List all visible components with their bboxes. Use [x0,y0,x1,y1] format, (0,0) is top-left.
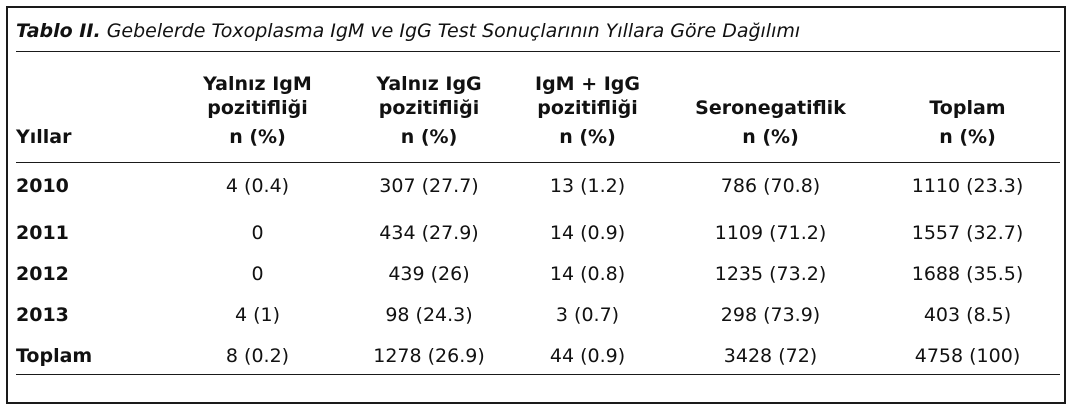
cell-igm-only: 0 [251,262,264,285]
header-total: Toplam [929,97,1006,119]
cell-igg-only: 434 (27.9) [379,221,479,244]
cell-seronegative: 298 (73.9) [720,303,821,326]
cell-total: 403 (8.5) [923,303,1012,326]
table-row: 2013 4 (1) 98 (24.3) 3 (0.7) 298 (73.9) … [16,294,1060,335]
row-year: Toplam [16,344,93,367]
header-igm-only: Yalnız IgM pozitifliği [203,73,312,119]
header-rule [16,162,1060,163]
cell-seronegative: 1235 (73.2) [714,262,827,285]
header-igm-igg: IgM + IgG pozitifliği [535,73,640,119]
row-year: 2013 [16,303,69,326]
cell-igg-only: 1278 (26.9) [373,344,485,367]
cell-igm-only: 4 (0.4) [225,175,290,197]
header-seronegative: Seronegatiflik [695,97,846,119]
cell-igg-only: 307 (27.7) [379,175,479,197]
unit-igm-only: n (%) [229,126,286,148]
cell-seronegative: 3428 (72) [723,344,818,367]
results-table: Yalnız IgM pozitifliği Yalnız IgG poziti… [16,58,1060,376]
unit-igm-igg: n (%) [559,126,616,148]
unit-total: n (%) [939,126,996,148]
cell-igm-only: 0 [251,221,264,244]
bottom-rule [16,374,1060,375]
top-rule [16,51,1060,52]
table-row-total: Toplam 8 (0.2) 1278 (26.9) 44 (0.9) 3428… [16,335,1060,376]
cell-igm-only: 4 (1) [234,303,281,326]
cell-igm-igg: 14 (0.9) [549,221,626,244]
cell-total: 1688 (35.5) [911,262,1024,285]
cell-seronegative: 1109 (71.2) [714,221,827,244]
years-header-spacer [16,58,166,120]
table-row: 2012 0 439 (26) 14 (0.8) 1235 (73.2) 168… [16,253,1060,294]
caption-lead: Tablo II. [16,20,101,42]
row-year: 2012 [16,262,69,285]
header-row-units: Yıllar n (%) n (%) n (%) n (%) n (%) [16,120,1060,154]
cell-igm-igg: 14 (0.8) [549,262,626,285]
table-row: 2010 4 (0.4) 307 (27.7) 13 (1.2) 786 (70… [16,154,1060,212]
unit-seronegative: n (%) [742,126,799,148]
caption-text: Gebelerde Toxoplasma IgM ve IgG Test Son… [100,20,801,42]
cell-igg-only: 439 (26) [388,262,470,285]
header-igg-only: Yalnız IgG pozitifliği [376,73,482,119]
unit-igg-only: n (%) [400,126,458,148]
header-years: Yıllar [16,126,72,148]
cell-igm-igg: 44 (0.9) [549,344,626,367]
table-frame: Tablo II. Gebelerde Toxoplasma IgM ve Ig… [6,6,1066,404]
cell-igm-igg: 3 (0.7) [555,303,620,326]
row-year: 2011 [16,221,69,244]
cell-igm-only: 8 (0.2) [225,344,290,367]
cell-total: 1110 (23.3) [911,175,1024,197]
header-row-labels: Yalnız IgM pozitifliği Yalnız IgG poziti… [16,58,1060,120]
cell-igm-igg: 13 (1.2) [549,175,626,197]
table-row: 2011 0 434 (27.9) 14 (0.9) 1109 (71.2) 1… [16,212,1060,253]
cell-seronegative: 786 (70.8) [720,175,821,197]
cell-total: 4758 (100) [914,344,1021,367]
cell-total: 1557 (32.7) [911,221,1024,244]
table-caption: Tablo II. Gebelerde Toxoplasma IgM ve Ig… [16,20,800,42]
row-year: 2010 [16,175,69,197]
cell-igg-only: 98 (24.3) [385,303,473,326]
